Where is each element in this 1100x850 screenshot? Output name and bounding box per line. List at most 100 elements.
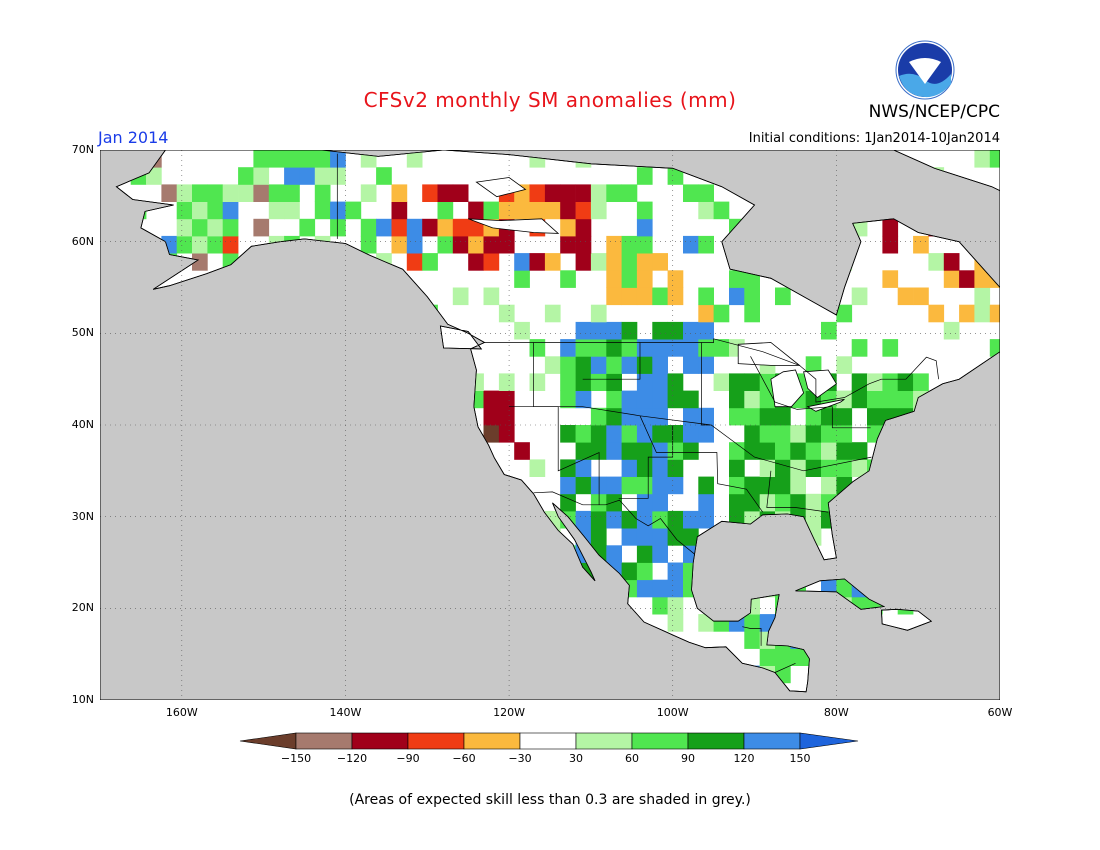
- anomaly-cell: [851, 339, 868, 357]
- anomaly-cell: [744, 442, 760, 460]
- anomaly-cell: [805, 459, 822, 477]
- anomaly-cell: [360, 184, 377, 202]
- anomaly-cell: [299, 167, 316, 185]
- latitude-label: 10N: [71, 693, 94, 706]
- anomaly-cell: [698, 321, 714, 340]
- latitude-label: 30N: [71, 509, 94, 523]
- anomaly-cell: [621, 562, 638, 581]
- anomaly-cell: [330, 218, 346, 237]
- anomaly-cell: [636, 287, 653, 306]
- anomaly-cell: [636, 356, 653, 374]
- anomaly-cell: [222, 235, 239, 254]
- anomaly-cell: [744, 407, 760, 426]
- colorbar-label: 120: [733, 752, 755, 765]
- anomaly-cell: [621, 390, 638, 409]
- anomaly-cell: [698, 493, 714, 512]
- anomaly-cell: [606, 339, 622, 357]
- anomaly-cell: [667, 287, 684, 306]
- anomaly-cell: [452, 218, 469, 237]
- anomaly-cell: [560, 235, 576, 254]
- anomaly-cell: [974, 270, 991, 288]
- anomaly-cell: [821, 459, 837, 477]
- anomaly-cell: [606, 184, 622, 202]
- anomaly-cell: [406, 218, 423, 237]
- colorbar-segment: [743, 732, 801, 750]
- anomaly-cell: [498, 235, 515, 254]
- anomaly-cell: [284, 201, 300, 220]
- anomaly-cell: [192, 235, 208, 254]
- anomaly-cell: [606, 425, 622, 443]
- anomaly-cell: [330, 167, 346, 185]
- anomaly-cell: [667, 562, 684, 581]
- colorbar-label: 60: [625, 752, 639, 765]
- anomaly-cell: [698, 476, 714, 495]
- page-title: CFSv2 monthly SM anomalies (mm): [363, 88, 737, 112]
- anomaly-cell: [790, 476, 806, 495]
- anomaly-cell: [836, 459, 853, 477]
- colorbar-segment: [519, 732, 577, 750]
- anomaly-cell: [729, 442, 745, 460]
- anomaly-cell: [207, 218, 224, 237]
- anomaly-cell: [729, 407, 745, 426]
- anomaly-cell: [683, 235, 699, 254]
- anomaly-cell: [698, 235, 714, 254]
- anomaly-cell: [590, 528, 607, 546]
- anomaly-cell: [943, 321, 960, 340]
- anomaly-cell: [590, 184, 607, 202]
- anomaly-cell: [575, 218, 592, 237]
- anomaly-cell: [821, 476, 837, 495]
- anomaly-cell: [621, 407, 638, 426]
- anomaly-cell: [667, 614, 684, 632]
- anomaly-cell: [667, 442, 684, 460]
- colorbar-label: 30: [569, 752, 583, 765]
- anomaly-cell: [882, 390, 899, 409]
- anomaly-cell: [207, 235, 224, 254]
- anomaly-cell: [959, 304, 975, 323]
- anomaly-cell: [529, 459, 546, 477]
- anomaly-cell: [636, 442, 653, 460]
- anomaly-cell: [575, 459, 592, 477]
- anomaly-cell: [483, 287, 500, 306]
- anomaly-cell: [805, 356, 822, 374]
- anomaly-cell: [943, 270, 960, 288]
- anomaly-cell: [867, 390, 883, 409]
- latitude-label: 40N: [71, 418, 94, 431]
- anomaly-cell: [192, 218, 208, 237]
- border-line: [533, 491, 696, 555]
- anomaly-cell: [821, 425, 837, 443]
- colorbar-label: −30: [508, 752, 532, 765]
- anomaly-cell: [775, 476, 791, 495]
- colorbar-arrow-high: [799, 732, 859, 750]
- anomaly-cell: [606, 321, 622, 340]
- anomaly-cell: [544, 253, 561, 271]
- anomaly-cell: [974, 287, 991, 306]
- anomaly-cell: [529, 253, 546, 271]
- anomaly-cell: [667, 321, 684, 340]
- anomaly-cell: [744, 493, 760, 512]
- colorbar-segment: [295, 732, 353, 750]
- border-line: [750, 356, 871, 429]
- anomaly-cell: [775, 648, 791, 666]
- anomaly-cell: [452, 287, 469, 306]
- anomaly-cell: [652, 356, 668, 374]
- anomaly-cell: [560, 493, 576, 512]
- anomaly-cell: [652, 476, 668, 495]
- anomaly-cell: [913, 373, 929, 391]
- anomaly-cell: [698, 287, 714, 306]
- skill-footnote: (Areas of expected skill less than 0.3 a…: [349, 792, 751, 808]
- coastline: [115, 150, 1000, 693]
- anomaly-cell: [759, 648, 776, 666]
- anomaly-cell: [560, 339, 576, 357]
- anomaly-cell: [590, 373, 607, 391]
- anomaly-cell: [590, 339, 607, 357]
- border-line: [582, 342, 641, 380]
- anomaly-cell: [805, 493, 822, 512]
- anomaly-cell: [652, 579, 668, 598]
- anomaly-cell: [560, 373, 576, 391]
- border-line: [639, 415, 763, 513]
- anomaly-cell: [867, 407, 883, 426]
- anomaly-cell: [437, 184, 454, 202]
- anomaly-cell: [560, 356, 576, 374]
- longitude-label: 120W: [493, 706, 526, 719]
- anomaly-cell: [621, 184, 638, 202]
